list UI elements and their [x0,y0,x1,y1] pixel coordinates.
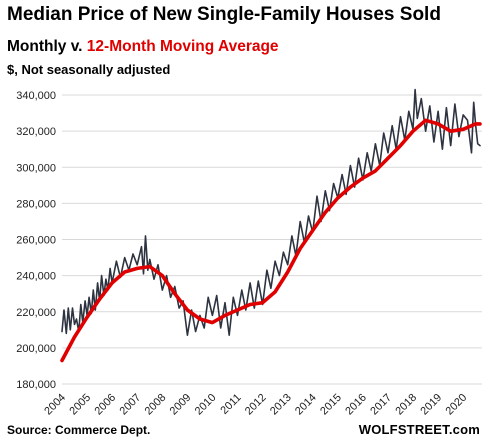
y-tick-label: 180,000 [16,379,56,391]
x-tick-label: 2005 [67,392,93,418]
x-tick-label: 2020 [444,392,470,418]
monthly-series-line [61,88,481,337]
x-axis-ticks: 2004 2005 2006 2007 2008 2009 2010 2011 2012 2013… [42,392,469,418]
y-tick-label: 260,000 [16,235,56,247]
subtitle-moving-average-label: 12-Month Moving Average [86,38,279,55]
moving-average-series-line [60,118,482,363]
x-tick-label: 2017 [368,392,394,418]
x-tick-label: 2016 [343,392,369,418]
y-tick-label: 220,000 [16,307,56,319]
y-tick-label: 280,000 [16,198,56,210]
x-tick-label: 2019 [418,392,444,418]
x-tick-label: 2012 [243,392,269,418]
y-tick-label: 300,000 [16,162,56,174]
x-tick-label: 2004 [42,392,68,418]
x-tick-label: 2018 [393,392,419,418]
y-tick-label: 200,000 [16,343,56,355]
x-tick-label: 2010 [193,392,219,418]
chart-subtitle: Monthly v. 12-Month Moving Average [7,38,279,56]
y-axis-ticks: 180,000 200,000 220,000 240,000 260,000 280,0… [16,90,56,391]
brand-logo-text: WOLFSTREET.com [358,422,480,437]
x-tick-label: 2014 [293,392,319,418]
chart-title: Median Price of New Single-Family Houses… [7,4,441,25]
x-tick-label: 2009 [168,392,194,418]
x-tick-label: 2015 [318,392,344,418]
x-tick-label: 2011 [218,392,243,417]
x-tick-label: 2006 [92,392,118,418]
y-tick-label: 320,000 [16,126,56,138]
series-lines [60,88,482,363]
source-note: Source: Commerce Dept. [7,423,151,437]
chart-units: $, Not seasonally adjusted [7,62,171,77]
y-tick-label: 240,000 [16,271,56,283]
gridlines [62,94,482,385]
subtitle-monthly-label: Monthly v. [7,38,87,55]
x-tick-label: 2013 [268,392,294,418]
x-tick-label: 2007 [118,392,144,418]
y-tick-label: 340,000 [16,90,56,102]
x-tick-label: 2008 [143,392,169,418]
